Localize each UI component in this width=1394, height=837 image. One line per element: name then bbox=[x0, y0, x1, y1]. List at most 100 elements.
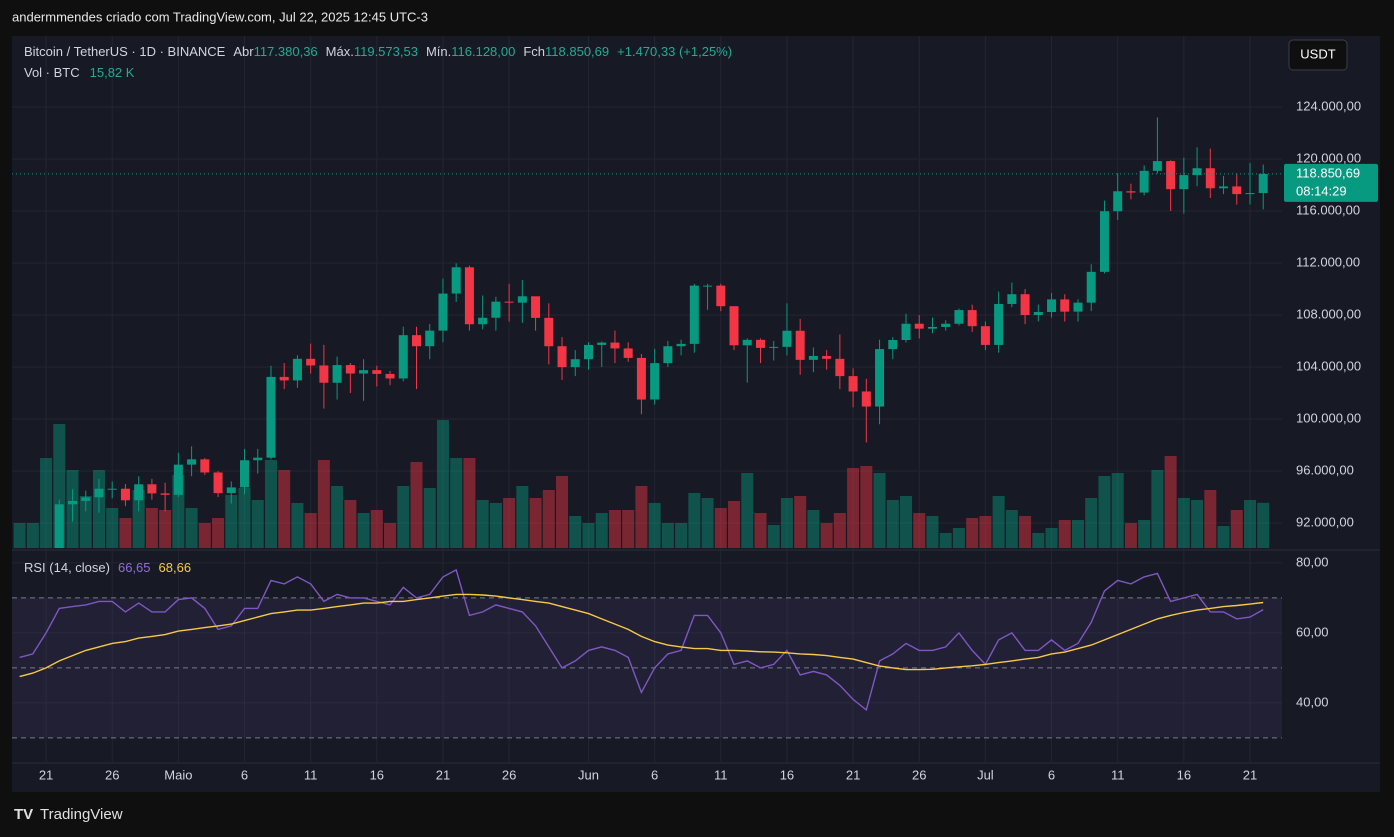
volume-bar bbox=[331, 486, 344, 548]
high-value: 119.573,53 bbox=[354, 44, 418, 59]
volume-bar bbox=[251, 500, 264, 548]
candle-body bbox=[1245, 193, 1255, 195]
candle-body bbox=[306, 358, 316, 366]
volume-bar bbox=[291, 503, 304, 548]
volume-bar bbox=[992, 496, 1005, 548]
candle-body bbox=[451, 267, 461, 294]
candle-body bbox=[835, 358, 845, 377]
volume-bar bbox=[794, 496, 807, 548]
volume-bar bbox=[900, 496, 913, 548]
currency-label[interactable]: USDT bbox=[1300, 46, 1335, 61]
volume-name: Vol · BTC bbox=[24, 65, 80, 80]
volume-bar bbox=[198, 523, 211, 548]
y-tick-label: 116.000,00 bbox=[1296, 202, 1360, 217]
volume-bar bbox=[40, 458, 53, 548]
candle-body bbox=[1033, 312, 1043, 316]
volume-bar bbox=[119, 518, 132, 548]
change: +1.470,33 (+1,25%) bbox=[617, 44, 732, 59]
y-tick-label: 100.000,00 bbox=[1296, 410, 1361, 425]
candle-body bbox=[716, 285, 726, 307]
volume-bar bbox=[556, 476, 569, 548]
volume-bar bbox=[1217, 526, 1230, 548]
rsi-ma-value: 68,66 bbox=[159, 560, 192, 575]
candle-body bbox=[292, 358, 302, 381]
volume-bar bbox=[741, 473, 754, 548]
candle-body bbox=[240, 460, 250, 488]
x-tick-label: 11 bbox=[1111, 767, 1125, 782]
candle-body bbox=[1152, 161, 1162, 171]
volume-bar bbox=[1138, 520, 1151, 548]
volume-bar bbox=[1111, 473, 1124, 548]
volume-bar bbox=[860, 466, 873, 548]
candle-body bbox=[1205, 168, 1215, 189]
volume-bar bbox=[1058, 520, 1071, 548]
x-tick-label: Jun bbox=[578, 767, 599, 782]
volume-bar bbox=[450, 458, 463, 548]
candle-body bbox=[385, 373, 395, 379]
candle-body bbox=[676, 343, 686, 347]
volume-value: 15,82 K bbox=[90, 65, 135, 80]
x-tick-label: 21 bbox=[436, 767, 450, 782]
x-tick-label: Maio bbox=[164, 767, 192, 782]
volume-bar bbox=[939, 533, 952, 548]
volume-bar bbox=[317, 460, 330, 548]
y-tick-label: 60,00 bbox=[1296, 624, 1329, 639]
candle-body bbox=[1113, 191, 1123, 212]
x-tick-label: Jul bbox=[977, 767, 994, 782]
candle-body bbox=[967, 310, 977, 327]
candle-body bbox=[68, 500, 78, 505]
candle-body bbox=[332, 365, 342, 383]
volume-bar bbox=[1177, 498, 1190, 548]
x-tick-label: 6 bbox=[1048, 767, 1055, 782]
volume-bar bbox=[1032, 533, 1045, 548]
volume-bar bbox=[529, 498, 542, 548]
candle-body bbox=[412, 335, 421, 347]
x-tick-label: 16 bbox=[1177, 767, 1191, 782]
candle-body bbox=[1099, 211, 1109, 272]
volume-bar bbox=[13, 523, 26, 548]
candle-body bbox=[464, 267, 474, 325]
volume-bar bbox=[132, 490, 145, 548]
candle-body bbox=[557, 346, 567, 368]
volume-bar bbox=[1191, 500, 1204, 548]
currency-button[interactable] bbox=[1288, 39, 1348, 71]
volume-bar bbox=[780, 498, 793, 548]
candle-body bbox=[1073, 302, 1083, 312]
candle-body bbox=[729, 306, 739, 346]
volume-bar bbox=[145, 508, 158, 548]
y-tick-label: 96.000,00 bbox=[1296, 462, 1354, 477]
volume-bar bbox=[489, 503, 502, 548]
x-tick-label: 21 bbox=[1243, 767, 1257, 782]
close-label: Fch bbox=[523, 44, 545, 59]
volume-bar bbox=[595, 513, 608, 548]
candle-body bbox=[1232, 186, 1242, 195]
x-tick-label: 21 bbox=[846, 767, 860, 782]
volume-bar bbox=[463, 458, 476, 548]
candle-body bbox=[980, 326, 990, 345]
countdown: 08:14:29 bbox=[1296, 183, 1347, 198]
candle-body bbox=[689, 285, 699, 344]
footer-logo[interactable]: TV bbox=[14, 806, 33, 823]
candle-body bbox=[1179, 175, 1189, 190]
candle-body bbox=[808, 355, 818, 360]
candle-body bbox=[1007, 294, 1017, 304]
volume-bar bbox=[225, 495, 238, 548]
y-tick-label: 104.000,00 bbox=[1296, 358, 1361, 373]
x-tick-label: 16 bbox=[780, 767, 794, 782]
candle-body bbox=[187, 459, 197, 465]
x-tick-label: 26 bbox=[502, 767, 516, 782]
volume-bar bbox=[622, 510, 635, 548]
chart-area bbox=[12, 36, 1380, 792]
volume-bar bbox=[212, 518, 225, 548]
volume-bar bbox=[873, 473, 886, 548]
candle-body bbox=[438, 293, 448, 331]
candle-body bbox=[1086, 271, 1096, 303]
volume-bar bbox=[1164, 456, 1177, 548]
candle-body bbox=[544, 317, 554, 347]
volume-bar bbox=[569, 516, 582, 548]
candle-body bbox=[425, 330, 435, 347]
volume-bar bbox=[238, 488, 251, 548]
candle-body bbox=[954, 310, 964, 324]
volume-bar bbox=[344, 500, 357, 548]
